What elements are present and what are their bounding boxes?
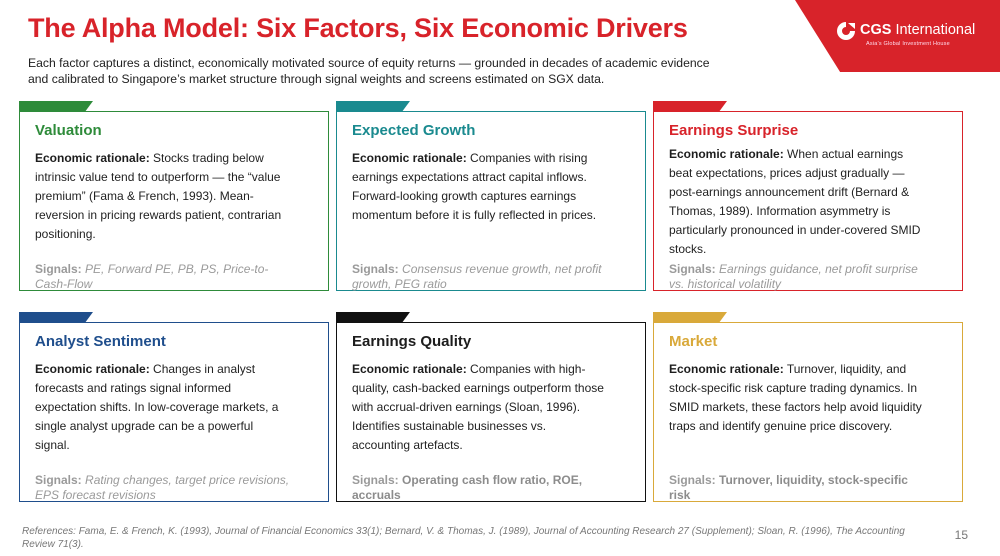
factor-card-earnings-surprise: Earnings Surprise Economic rationale: Wh… bbox=[653, 101, 963, 291]
card-title: Valuation bbox=[35, 122, 102, 139]
card-rationale: Economic rationale: Changes in analyst f… bbox=[35, 362, 279, 452]
references: References: Fama, E. & French, K. (1993)… bbox=[22, 526, 905, 550]
card-signals: Signals: PE, Forward PE, PB, PS, Price-t… bbox=[35, 262, 269, 291]
factor-card-market: Market Economic rationale: Turnover, liq… bbox=[653, 312, 963, 502]
factor-card-analyst-sentiment: Analyst Sentiment Economic rationale: Ch… bbox=[19, 312, 329, 502]
page-title: The Alpha Model: Six Factors, Six Econom… bbox=[28, 13, 688, 43]
card-title: Analyst Sentiment bbox=[35, 333, 166, 350]
company-logo: CGS International Asia’s Global Investme… bbox=[836, 20, 976, 54]
card-signals: Signals: Rating changes, target price re… bbox=[35, 473, 290, 502]
card-title: Earnings Quality bbox=[352, 333, 472, 350]
logo-tagline: Asia’s Global Investment House bbox=[866, 41, 950, 47]
card-rationale: Economic rationale: Turnover, liquidity,… bbox=[669, 362, 922, 433]
logo-name: CGS International bbox=[860, 22, 976, 38]
card-signals: Signals: Earnings guidance, net profit s… bbox=[669, 262, 918, 291]
factor-card-valuation: Valuation Economic rationale: Stocks tra… bbox=[19, 101, 329, 291]
card-signals: Signals: Turnover, liquidity, stock-spec… bbox=[669, 473, 908, 502]
cgs-logo-icon bbox=[837, 22, 855, 40]
factor-card-earnings-quality: Earnings Quality Economic rationale: Com… bbox=[336, 312, 646, 502]
card-title: Expected Growth bbox=[352, 122, 476, 139]
page-number: 15 bbox=[954, 528, 968, 542]
card-rationale: Economic rationale: Companies with high-… bbox=[352, 362, 604, 452]
card-title: Market bbox=[669, 333, 718, 350]
page-subtitle: Each factor captures a distinct, economi… bbox=[28, 56, 710, 86]
card-rationale: Economic rationale: When actual earnings… bbox=[669, 147, 921, 256]
factor-card-expected-growth: Expected Growth Economic rationale: Comp… bbox=[336, 101, 646, 291]
card-signals: Signals: Operating cash flow ratio, ROE,… bbox=[352, 473, 583, 502]
card-signals: Signals: Consensus revenue growth, net p… bbox=[352, 262, 602, 291]
card-title: Earnings Surprise bbox=[669, 122, 799, 139]
card-rationale: Economic rationale: Companies with risin… bbox=[352, 151, 597, 222]
card-rationale: Economic rationale: Stocks trading below… bbox=[35, 151, 282, 241]
